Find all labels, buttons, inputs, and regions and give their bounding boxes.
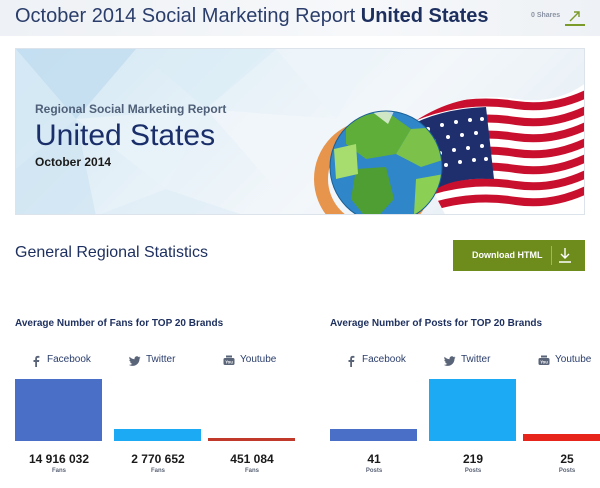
posts-stats: Average Number of Posts for TOP 20 Brand… bbox=[330, 318, 600, 483]
fans-unit: Fans bbox=[51, 468, 66, 474]
svg-text:You: You bbox=[225, 359, 233, 364]
fans-value-youtube: 451 084 bbox=[230, 452, 274, 466]
fans-value-twitter: 2 770 652 bbox=[131, 452, 185, 466]
posts-value-youtube: 25 bbox=[560, 452, 574, 466]
section-title: General Regional Statistics bbox=[15, 244, 208, 261]
posts-bar-facebook bbox=[330, 429, 417, 441]
download-icon bbox=[559, 248, 571, 263]
posts-value-twitter: 219 bbox=[462, 452, 484, 466]
fans-unit: Fans bbox=[244, 468, 259, 474]
download-label: Download HTML bbox=[472, 250, 543, 260]
fans-bar-youtube bbox=[208, 438, 295, 441]
posts-value-facebook: 41 bbox=[367, 452, 381, 466]
posts-network-label: Facebook bbox=[362, 354, 406, 365]
fans-network-label: Facebook bbox=[47, 354, 91, 365]
banner-artwork bbox=[16, 49, 584, 214]
banner-subtitle: Regional Social Marketing Report bbox=[35, 102, 227, 116]
svg-text:You: You bbox=[540, 359, 548, 364]
fans-stats: Average Number of Fans for TOP 20 Brands… bbox=[15, 318, 295, 483]
posts-network-label: Twitter bbox=[461, 354, 491, 365]
share-arrow-icon bbox=[569, 11, 580, 22]
fans-bar-twitter bbox=[114, 429, 201, 441]
download-html-button[interactable]: Download HTML bbox=[453, 240, 585, 271]
page-title-country: United States bbox=[360, 5, 489, 27]
posts-bar-twitter bbox=[429, 379, 516, 441]
fans-network-label: Twitter bbox=[146, 354, 176, 365]
share-button[interactable] bbox=[565, 6, 585, 26]
fans-unit: Fans bbox=[150, 468, 165, 474]
fans-network-label: Youtube bbox=[240, 354, 277, 365]
page-title-prefix: October 2014 Social Marketing Report bbox=[15, 5, 356, 27]
banner-date: October 2014 bbox=[35, 155, 112, 169]
banner-country: United States bbox=[35, 119, 216, 152]
fans-title: Average Number of Fans for TOP 20 Brands bbox=[15, 318, 224, 329]
fans-value-facebook: 14 916 032 bbox=[28, 452, 90, 466]
page-title: October 2014 Social Marketing Report Uni… bbox=[15, 5, 489, 28]
share-count: 0 Shares bbox=[531, 12, 561, 19]
posts-network-label: Youtube bbox=[555, 354, 592, 365]
posts-bar-youtube bbox=[523, 434, 600, 441]
posts-unit: Posts bbox=[365, 468, 383, 474]
report-banner: Regional Social Marketing Report United … bbox=[15, 48, 585, 215]
posts-unit: Posts bbox=[558, 468, 576, 474]
page-header: October 2014 Social Marketing Report Uni… bbox=[0, 0, 600, 36]
fans-bar-facebook bbox=[15, 379, 102, 441]
posts-unit: Posts bbox=[464, 468, 482, 474]
posts-title: Average Number of Posts for TOP 20 Brand… bbox=[330, 318, 543, 329]
download-separator bbox=[551, 246, 552, 265]
